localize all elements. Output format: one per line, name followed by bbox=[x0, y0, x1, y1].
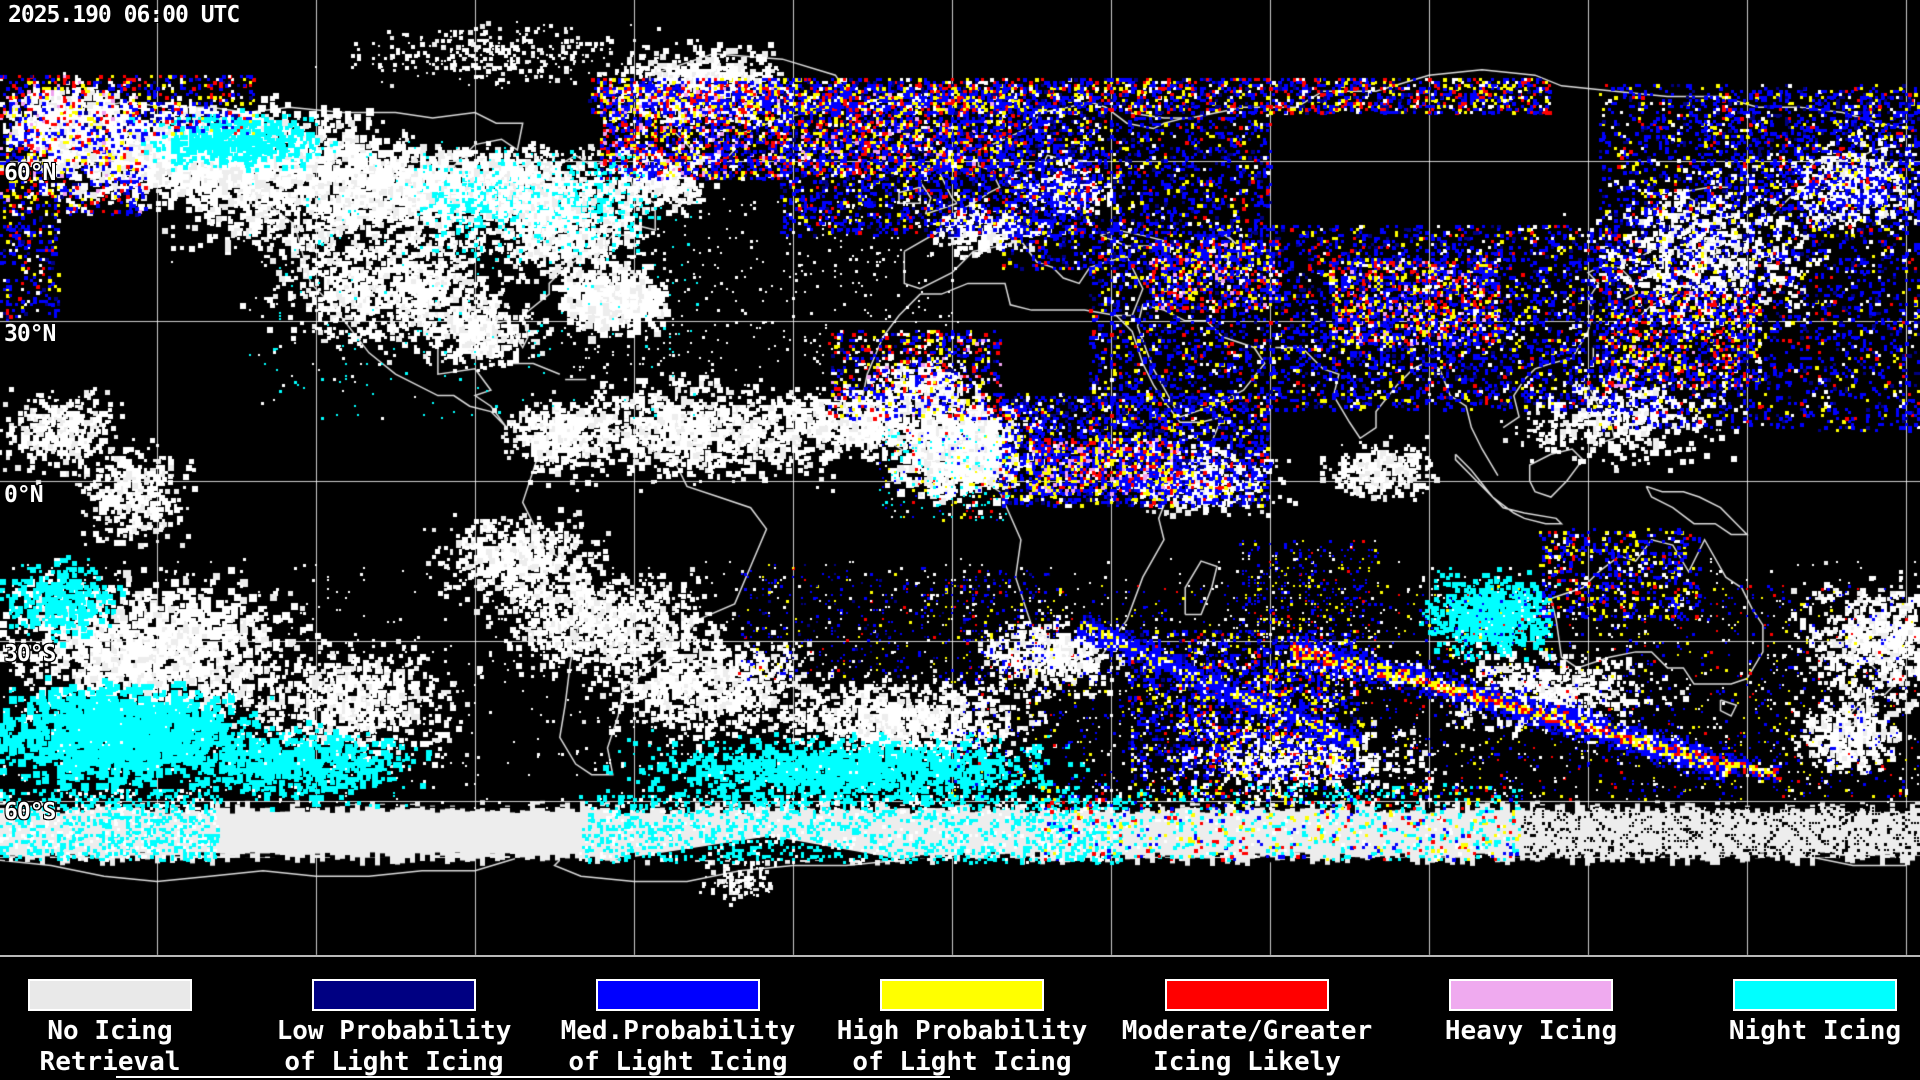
legend-item-low-prob: Low Probability of Light Icing bbox=[249, 979, 539, 1078]
latitude-label: 30°S bbox=[4, 641, 56, 667]
legend-swatch-night bbox=[1733, 979, 1897, 1011]
legend-item-no-icing: No Icing Retrieval bbox=[0, 979, 255, 1078]
legend-swatch-low-prob bbox=[312, 979, 476, 1011]
legend-label: Low Probability bbox=[276, 1016, 512, 1046]
legend-label: of Light Icing bbox=[284, 1047, 504, 1077]
legend-swatch-mod-icing bbox=[1165, 979, 1329, 1011]
latitude-label: 30°N bbox=[4, 321, 56, 347]
legend-label: Retrieval bbox=[39, 1047, 181, 1077]
legend-item-mod-icing: Moderate/Greater Icing Likely bbox=[1102, 979, 1392, 1078]
legend-label: No Icing bbox=[47, 1016, 173, 1046]
legend-swatch-high-prob bbox=[880, 979, 1044, 1011]
legend-label: Med.Probability bbox=[560, 1016, 796, 1046]
legend-label: Moderate/Greater bbox=[1121, 1016, 1373, 1046]
legend-label: Heavy Icing bbox=[1444, 1016, 1618, 1046]
timestamp-label: 2025.190 06:00 UTC bbox=[8, 2, 240, 28]
bottom-border-line bbox=[116, 1076, 950, 1078]
map-bottom-rule bbox=[0, 955, 1920, 957]
legend-label: of Light Icing bbox=[568, 1047, 788, 1077]
latitude-label: 60°N bbox=[4, 160, 56, 186]
legend-label: High Probability bbox=[836, 1016, 1088, 1046]
legend-label: of Light Icing bbox=[852, 1047, 1072, 1077]
latitude-label: 0°N bbox=[4, 482, 44, 508]
world-icing-map bbox=[0, 0, 1920, 958]
legend-label: Night Icing bbox=[1728, 1016, 1902, 1046]
legend-item-heavy: Heavy Icing bbox=[1386, 979, 1676, 1047]
legend-swatch-no-icing bbox=[28, 979, 192, 1011]
legend-swatch-med-prob bbox=[596, 979, 760, 1011]
legend-item-high-prob: High Probability of Light Icing bbox=[817, 979, 1107, 1078]
legend-item-night: Night Icing bbox=[1670, 979, 1920, 1047]
latitude-label: 60°S bbox=[4, 799, 56, 825]
legend-bar: No Icing Retrieval Low Probability of Light… bbox=[0, 958, 1920, 1080]
legend-item-med-prob: Med.Probability of Light Icing bbox=[533, 979, 823, 1078]
legend-swatch-heavy bbox=[1449, 979, 1613, 1011]
legend-label: Icing Likely bbox=[1153, 1047, 1341, 1077]
